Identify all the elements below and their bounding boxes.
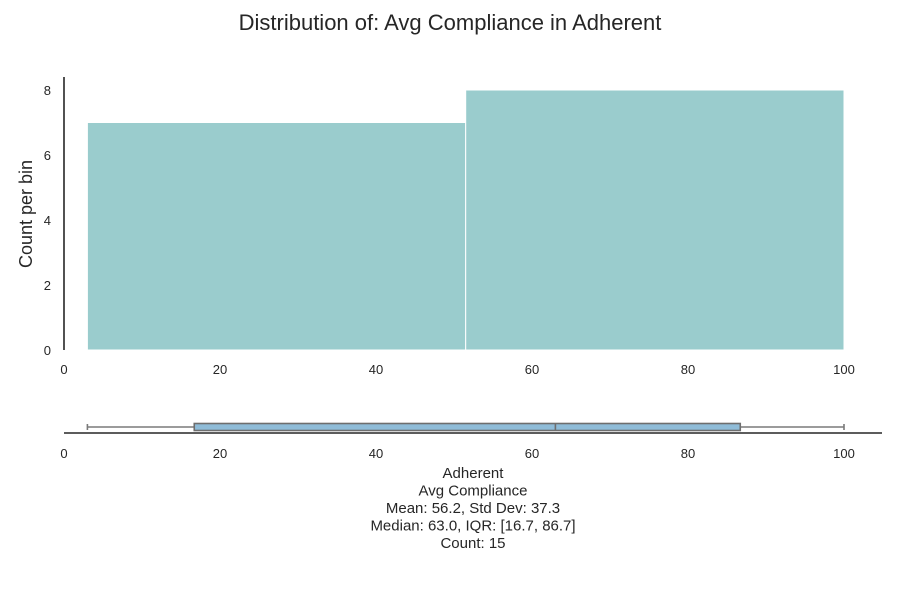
x-tick-label-1: 20 — [213, 362, 227, 377]
boxplot-axes: 0 20 40 60 80 100 — [60, 432, 882, 461]
box-x-tick-label-2: 40 — [369, 446, 383, 461]
box-x-tick-label-5: 100 — [833, 446, 855, 461]
stats-line-2: Mean: 56.2, Std Dev: 37.3 — [386, 500, 560, 517]
y-tick-label-3: 6 — [44, 148, 51, 163]
histogram-bars — [86, 89, 845, 351]
stats-line-4: Count: 15 — [440, 535, 505, 552]
y-tick-label-1: 2 — [44, 278, 51, 293]
box-x-tick-label-4: 80 — [681, 446, 695, 461]
histogram-bar-0 — [86, 122, 467, 351]
stats-line-0: Adherent — [443, 465, 505, 482]
box-x-tick-label-0: 0 — [60, 446, 67, 461]
y-tick-label-0: 0 — [44, 343, 51, 358]
x-tick-label-0: 0 — [60, 362, 67, 377]
box-x-tick-label-1: 20 — [213, 446, 227, 461]
y-tick-label-4: 8 — [44, 83, 51, 98]
box-iqr — [193, 422, 742, 432]
x-tick-label-4: 80 — [681, 362, 695, 377]
histogram-bar-1 — [465, 89, 845, 351]
stats-line-3: Median: 63.0, IQR: [16.7, 86.7] — [370, 518, 575, 535]
x-tick-label-5: 100 — [833, 362, 855, 377]
stats-line-1: Avg Compliance — [419, 483, 528, 500]
y-axis-label: Count per bin — [16, 160, 36, 268]
box-x-tick-label-3: 60 — [525, 446, 539, 461]
x-tick-label-2: 40 — [369, 362, 383, 377]
chart-title: Distribution of: Avg Compliance in Adher… — [239, 10, 662, 35]
x-tick-label-3: 60 — [525, 362, 539, 377]
y-tick-label-2: 4 — [44, 213, 51, 228]
boxplot — [86, 422, 845, 432]
